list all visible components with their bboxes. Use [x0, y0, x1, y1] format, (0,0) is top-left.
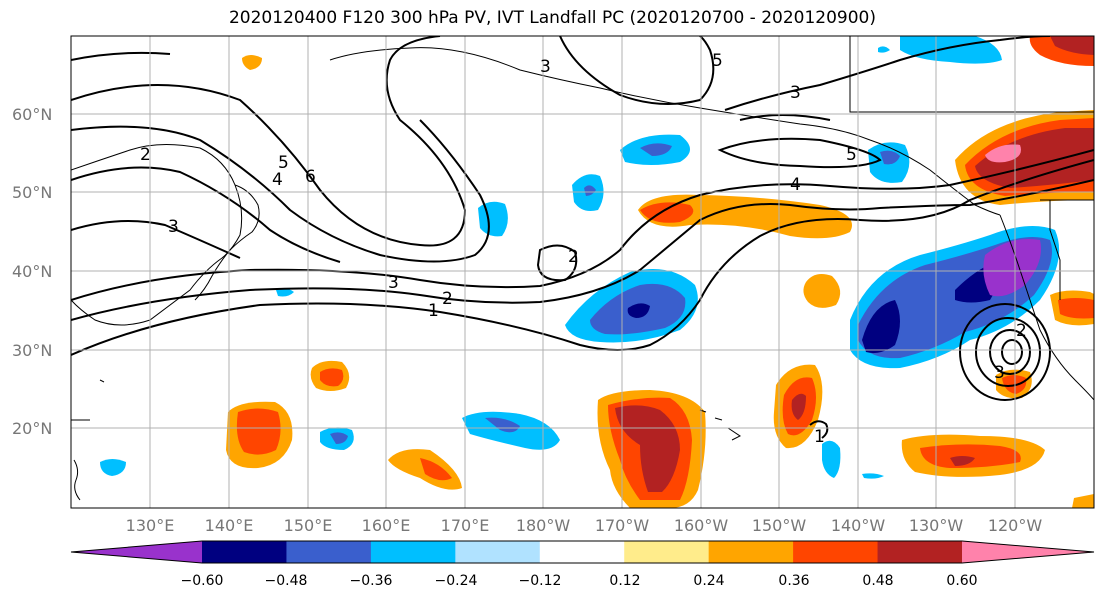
colorbar-extend-low: [71, 541, 202, 563]
colorbar-tick-label: −0.36: [350, 573, 393, 589]
colorbar-tick-label: −0.60: [181, 573, 224, 589]
lon-label: 150°W: [752, 516, 807, 535]
lon-label: 160°W: [674, 516, 729, 535]
contour-label: 2: [140, 145, 151, 165]
lat-label: 20°N: [12, 419, 52, 438]
lon-label: 180°W: [516, 516, 571, 535]
contour-label: 5: [278, 153, 289, 173]
graticule: [71, 36, 1094, 508]
lon-label: 170°W: [595, 516, 650, 535]
figure-title: 2020120400 F120 300 hPa PV, IVT Landfall…: [228, 8, 876, 28]
colorbar-segment: [708, 541, 794, 563]
contour-label: 1: [428, 301, 439, 321]
colorbar-outline: [70, 540, 1095, 564]
colorbar-tick-label: −0.48: [265, 573, 308, 589]
lat-label: 40°N: [12, 262, 52, 281]
lat-label: 30°N: [12, 341, 52, 360]
lon-label: 150°E: [284, 516, 333, 535]
lat-label: 60°N: [12, 105, 52, 124]
colorbar-labels: −0.60 −0.48 −0.36 −0.24 −0.12 0.12 0.24 …: [181, 573, 978, 589]
colorbar-tick-label: 0.36: [778, 573, 809, 589]
colorbar-tick-label: 0.60: [946, 573, 977, 589]
coastlines: [71, 36, 1094, 501]
longitude-labels: 130°E 140°E 150°E 160°E 170°E 180°W 170°…: [126, 516, 1043, 535]
contour-label: 4: [272, 170, 283, 190]
colorbar-segment: [286, 541, 372, 563]
lon-label: 170°E: [441, 516, 490, 535]
lat-label: 50°N: [12, 183, 52, 202]
colorbar-segment: [539, 541, 625, 563]
colorbar-extend-high: [962, 541, 1094, 563]
contour-labels: 2 5 6 4 3 3 2 1 2 3 5 4 5 3 1 2 3: [140, 51, 1027, 447]
colorbar-tick-label: −0.24: [435, 573, 478, 589]
lon-label: 140°W: [831, 516, 886, 535]
contour-label: 5: [846, 145, 857, 165]
colorbar-tick-label: −0.12: [519, 573, 562, 589]
colorbar-tick-label: 0.48: [862, 573, 893, 589]
lon-label: 140°E: [205, 516, 254, 535]
contour-label: 5: [712, 51, 723, 71]
colorbar-segment: [793, 541, 879, 563]
lon-label: 130°W: [909, 516, 964, 535]
latitude-labels: 60°N 50°N 40°N 30°N 20°N: [12, 105, 52, 438]
contour-label: 2: [568, 247, 579, 267]
lon-label: 160°E: [362, 516, 411, 535]
contour-label: 1: [814, 427, 825, 447]
contour-label: 3: [168, 217, 179, 237]
colorbar-segment: [877, 541, 963, 563]
contour-label: 3: [388, 273, 399, 293]
colorbar-tick-label: 0.12: [609, 573, 640, 589]
contour-label: 2: [1016, 321, 1027, 341]
lon-label: 130°E: [126, 516, 175, 535]
colorbar-segment: [624, 541, 710, 563]
colorbar-tick-label: 0.24: [693, 573, 724, 589]
colorbar-segment: [455, 541, 541, 563]
contour-label: 3: [790, 83, 801, 103]
contour-label: 4: [790, 175, 801, 195]
contour-label: 3: [540, 57, 551, 77]
contour-label: 6: [305, 167, 316, 187]
colorbar: [70, 540, 1095, 564]
colorbar-segment: [202, 541, 287, 563]
pv-contours: [71, 36, 1094, 439]
contour-label: 3: [994, 363, 1005, 383]
map-frame: [70, 35, 1095, 509]
lon-label: 120°W: [988, 516, 1043, 535]
colorbar-segment: [370, 541, 456, 563]
contour-label: 2: [442, 289, 453, 309]
